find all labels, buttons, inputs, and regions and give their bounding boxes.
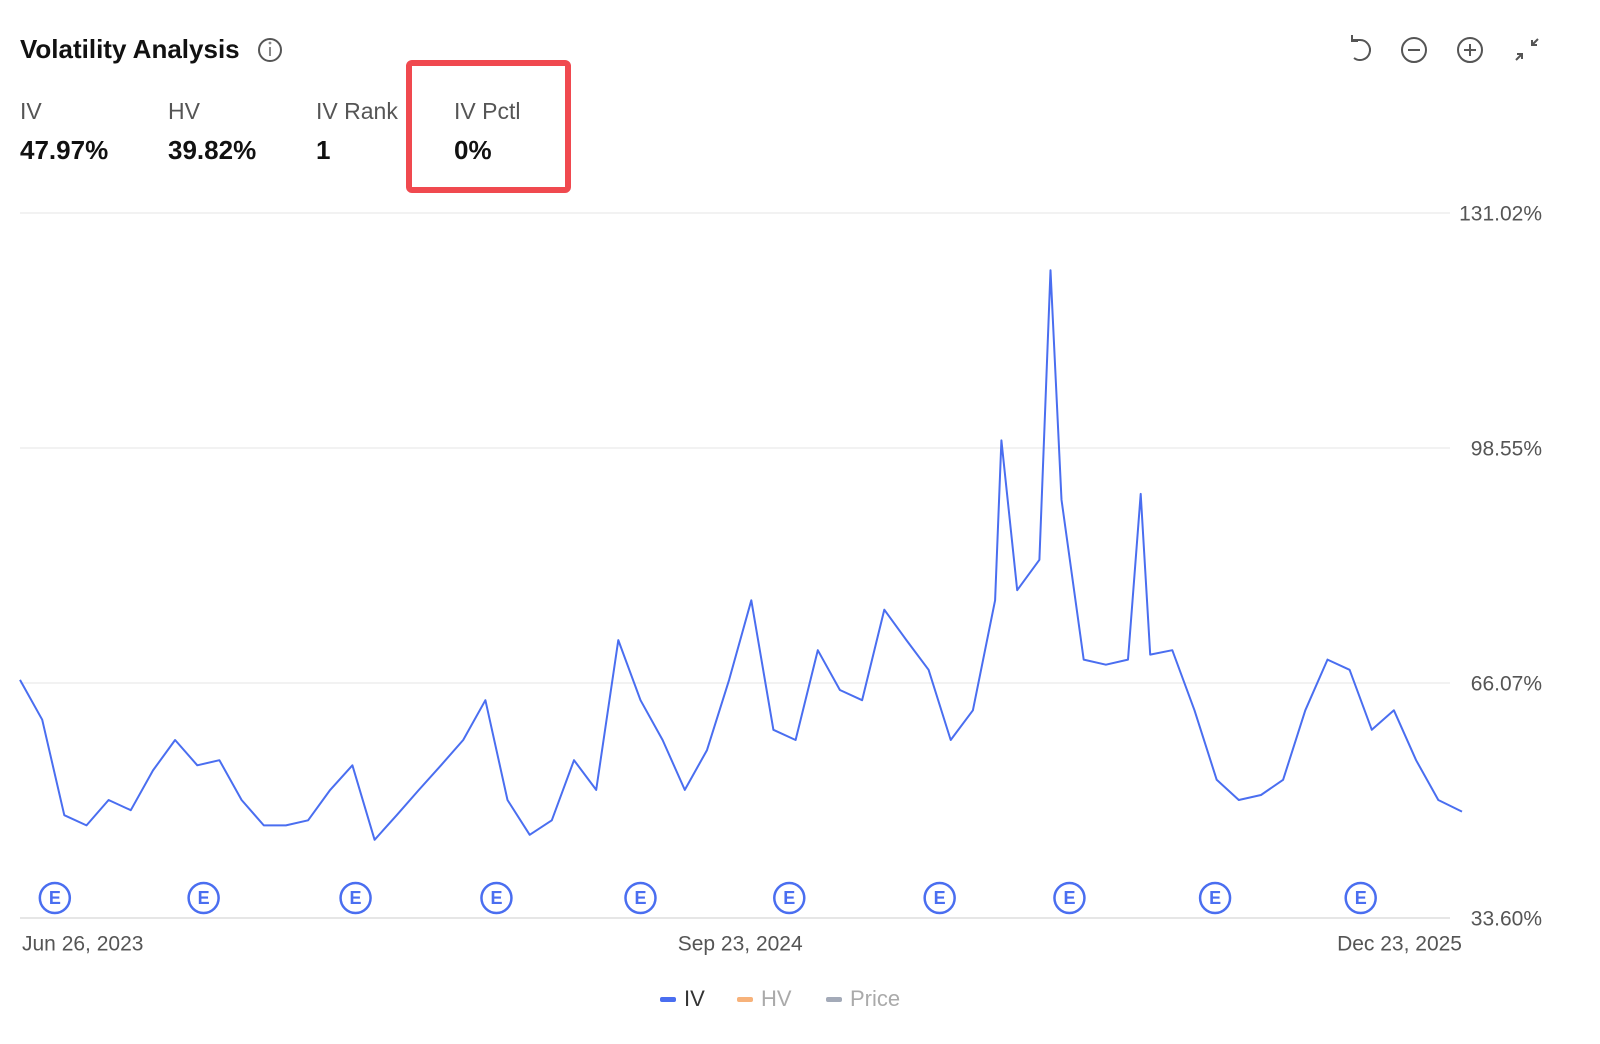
legend-swatch bbox=[826, 997, 842, 1002]
metric-value: 0% bbox=[454, 135, 492, 165]
earnings-marker bbox=[339, 881, 372, 915]
earnings-marker bbox=[480, 881, 513, 915]
metrics: IV 47.97% HV 39.82% IV Rank 1 IV Pctl 0% bbox=[20, 98, 520, 165]
earnings-label: E bbox=[49, 888, 61, 908]
metric-label: IV Pctl bbox=[454, 98, 520, 124]
x-tick-label: Dec 23, 2025 bbox=[1337, 933, 1462, 956]
metric-label: HV bbox=[168, 98, 201, 124]
earnings-label: E bbox=[934, 888, 946, 908]
earnings-label: E bbox=[490, 888, 502, 908]
legend-item[interactable]: HV bbox=[737, 986, 792, 1011]
chart: 33.60% 66.07% 98.55% 131.02% Jun 26, 2023 Sep… bbox=[19, 203, 1542, 1011]
legend-item[interactable]: IV bbox=[660, 986, 705, 1011]
metric-label: IV Rank bbox=[316, 98, 398, 124]
earnings-marker bbox=[923, 881, 956, 915]
legend-item[interactable]: Price bbox=[826, 986, 900, 1011]
earnings-label: E bbox=[1209, 888, 1221, 908]
reset-button[interactable] bbox=[1351, 35, 1371, 61]
info-icon[interactable] bbox=[258, 38, 282, 62]
earnings-label: E bbox=[783, 888, 795, 908]
earnings-label: E bbox=[1063, 888, 1075, 908]
earnings-marker bbox=[187, 881, 220, 915]
y-tick-label: 66.07% bbox=[1471, 673, 1542, 696]
zoom-out-button[interactable] bbox=[1401, 37, 1427, 63]
highlight-box bbox=[406, 60, 571, 193]
legend-label: IV bbox=[684, 986, 705, 1011]
earnings-marker bbox=[624, 881, 657, 915]
metric-value: 39.82% bbox=[168, 135, 256, 165]
legend-swatch bbox=[737, 997, 753, 1002]
earnings-label: E bbox=[198, 888, 210, 908]
legend-label: HV bbox=[761, 986, 792, 1011]
earnings-marker bbox=[1344, 881, 1377, 915]
metric-value: 47.97% bbox=[20, 135, 108, 165]
y-tick-label: 131.02% bbox=[1459, 203, 1542, 226]
legend-label: Price bbox=[850, 986, 900, 1011]
iv-line bbox=[19, 269, 1463, 841]
earnings-marker bbox=[1198, 881, 1232, 915]
zoom-in-button[interactable] bbox=[1457, 37, 1483, 63]
metric-value: 1 bbox=[316, 135, 330, 165]
earnings-marker bbox=[38, 881, 72, 915]
legend-swatch bbox=[660, 997, 676, 1002]
earnings-label: E bbox=[350, 888, 362, 908]
y-tick-label: 98.55% bbox=[1471, 438, 1542, 461]
title: Volatility Analysis bbox=[20, 34, 240, 64]
earnings-marker bbox=[773, 881, 806, 915]
metric-label: IV bbox=[20, 98, 42, 124]
earnings-label: E bbox=[1355, 888, 1367, 908]
earnings-marker bbox=[1053, 881, 1086, 915]
x-tick-label: Jun 26, 2023 bbox=[22, 933, 143, 956]
earnings-label: E bbox=[634, 888, 646, 908]
x-tick-label: Sep 23, 2024 bbox=[678, 933, 803, 956]
collapse-button[interactable] bbox=[1515, 38, 1539, 61]
y-tick-label: 33.60% bbox=[1471, 908, 1542, 931]
